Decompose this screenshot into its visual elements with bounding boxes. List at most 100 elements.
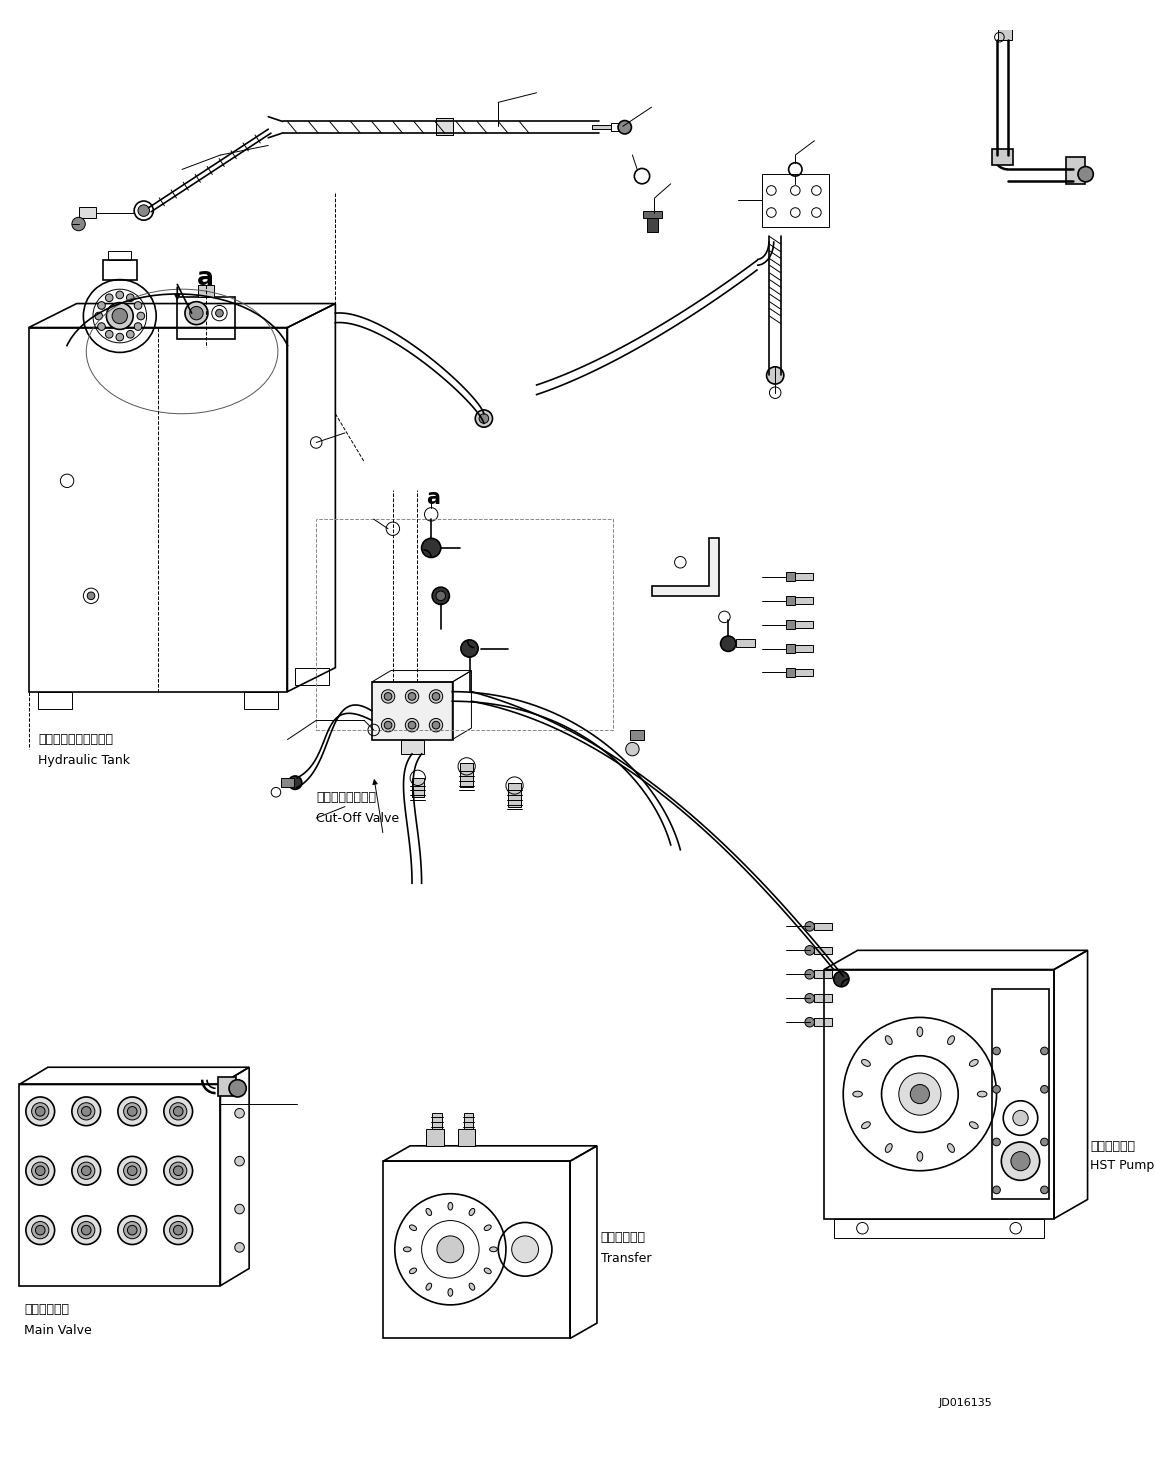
Ellipse shape xyxy=(490,1247,498,1252)
Text: JD016135: JD016135 xyxy=(939,1398,993,1407)
Circle shape xyxy=(992,1047,1000,1054)
Circle shape xyxy=(185,302,208,325)
Circle shape xyxy=(408,722,416,729)
Ellipse shape xyxy=(852,1091,863,1096)
Ellipse shape xyxy=(448,1289,453,1296)
Ellipse shape xyxy=(862,1121,871,1128)
Circle shape xyxy=(31,1222,49,1239)
Bar xyxy=(814,946,832,954)
Circle shape xyxy=(234,1204,245,1215)
Bar xyxy=(20,1085,221,1286)
Bar xyxy=(834,1219,1044,1238)
Ellipse shape xyxy=(410,1268,417,1274)
Circle shape xyxy=(31,1102,49,1120)
Bar xyxy=(785,668,796,678)
Circle shape xyxy=(618,121,632,134)
Ellipse shape xyxy=(977,1091,988,1096)
Polygon shape xyxy=(651,538,718,596)
Text: a: a xyxy=(196,265,214,290)
Circle shape xyxy=(112,308,127,324)
Bar xyxy=(814,923,832,930)
Ellipse shape xyxy=(448,1203,453,1210)
Bar xyxy=(426,1128,444,1146)
Bar xyxy=(643,210,662,219)
Bar xyxy=(992,149,1013,165)
Circle shape xyxy=(430,690,442,703)
Bar xyxy=(793,621,813,628)
Bar xyxy=(1066,157,1085,184)
Circle shape xyxy=(95,312,103,319)
Circle shape xyxy=(381,690,395,703)
Circle shape xyxy=(234,1156,245,1166)
Ellipse shape xyxy=(426,1283,432,1290)
Bar xyxy=(631,730,644,739)
Circle shape xyxy=(437,1236,464,1263)
Text: メインバルブ: メインバルブ xyxy=(24,1303,69,1317)
Circle shape xyxy=(189,306,203,319)
Circle shape xyxy=(170,1222,187,1239)
Bar xyxy=(824,970,1055,1219)
Bar xyxy=(593,125,611,130)
Circle shape xyxy=(25,1216,54,1245)
Circle shape xyxy=(992,1139,1000,1146)
Circle shape xyxy=(77,1222,95,1239)
Circle shape xyxy=(385,722,392,729)
Circle shape xyxy=(1041,1085,1049,1094)
Circle shape xyxy=(31,1162,49,1180)
Bar xyxy=(793,644,813,652)
Circle shape xyxy=(164,1156,193,1185)
Circle shape xyxy=(134,302,142,309)
Circle shape xyxy=(1041,1185,1049,1194)
Circle shape xyxy=(127,1225,137,1235)
Bar xyxy=(245,691,278,709)
Ellipse shape xyxy=(426,1209,432,1216)
Bar xyxy=(103,261,137,280)
Bar xyxy=(998,29,1012,39)
Circle shape xyxy=(164,1216,193,1245)
Circle shape xyxy=(127,331,134,338)
Circle shape xyxy=(216,309,223,316)
Bar xyxy=(785,620,796,630)
Bar xyxy=(785,596,796,605)
Ellipse shape xyxy=(484,1268,491,1274)
Bar xyxy=(793,669,813,677)
Bar xyxy=(281,779,295,787)
Circle shape xyxy=(408,693,416,700)
Circle shape xyxy=(72,1156,100,1185)
Circle shape xyxy=(105,295,113,302)
Circle shape xyxy=(77,1162,95,1180)
Text: HST Pump: HST Pump xyxy=(1090,1159,1155,1172)
Circle shape xyxy=(992,1185,1000,1194)
Circle shape xyxy=(381,719,395,732)
Text: ＨＳＴポンプ: ＨＳＴポンプ xyxy=(1090,1140,1135,1153)
Circle shape xyxy=(72,1096,100,1126)
Circle shape xyxy=(461,640,478,658)
Bar xyxy=(793,596,813,605)
Circle shape xyxy=(432,693,440,700)
Circle shape xyxy=(82,1225,91,1235)
Bar xyxy=(79,207,96,219)
Bar xyxy=(460,764,474,787)
Text: トランスファ: トランスファ xyxy=(601,1232,646,1244)
Circle shape xyxy=(405,719,419,732)
Bar xyxy=(814,1018,832,1026)
Bar xyxy=(401,739,424,754)
Bar xyxy=(814,994,832,1002)
Text: a: a xyxy=(426,488,440,507)
Circle shape xyxy=(435,590,446,601)
Ellipse shape xyxy=(947,1143,954,1152)
Circle shape xyxy=(432,722,440,729)
Circle shape xyxy=(1011,1152,1030,1171)
Circle shape xyxy=(36,1107,45,1117)
Text: Cut-Off Valve: Cut-Off Valve xyxy=(316,812,400,825)
Circle shape xyxy=(385,693,392,700)
Circle shape xyxy=(116,292,124,299)
Ellipse shape xyxy=(484,1225,491,1231)
Bar xyxy=(785,644,796,653)
Ellipse shape xyxy=(917,1152,923,1161)
Circle shape xyxy=(805,970,814,980)
Circle shape xyxy=(834,971,849,987)
Circle shape xyxy=(106,303,133,330)
Circle shape xyxy=(173,1107,182,1117)
Circle shape xyxy=(137,312,144,319)
